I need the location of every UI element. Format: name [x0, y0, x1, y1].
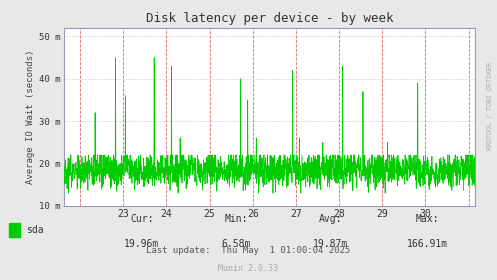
Text: Avg:: Avg: [319, 214, 342, 224]
Text: RRDTOOL / TOBI OETIKER: RRDTOOL / TOBI OETIKER [487, 62, 493, 150]
Text: Max:: Max: [415, 214, 439, 224]
Text: Munin 2.0.33: Munin 2.0.33 [219, 264, 278, 273]
Text: sda: sda [26, 225, 43, 235]
Text: Last update:  Thu May  1 01:00:04 2025: Last update: Thu May 1 01:00:04 2025 [147, 246, 350, 255]
Title: Disk latency per device - by week: Disk latency per device - by week [146, 12, 393, 25]
Text: 166.91m: 166.91m [407, 239, 448, 249]
Text: 19.87m: 19.87m [313, 239, 348, 249]
Text: Cur:: Cur: [130, 214, 154, 224]
Y-axis label: Average IO Wait (seconds): Average IO Wait (seconds) [26, 50, 35, 184]
Text: 19.96m: 19.96m [124, 239, 159, 249]
Text: 6.58m: 6.58m [221, 239, 251, 249]
Text: Min:: Min: [224, 214, 248, 224]
